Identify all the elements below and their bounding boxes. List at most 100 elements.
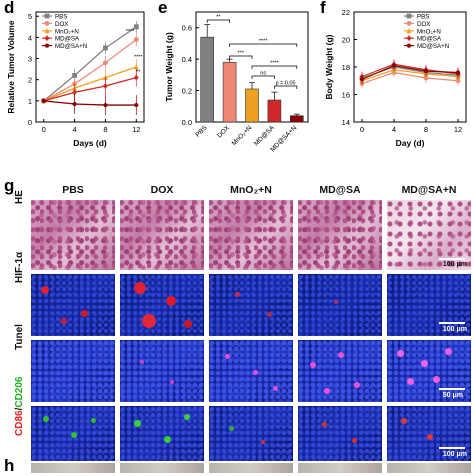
column-header-pbs: PBS — [62, 184, 84, 196]
hif-image-mdsa — [297, 273, 383, 337]
tunel-signal-spot — [253, 370, 258, 375]
tunel-signal-spot — [225, 354, 230, 359]
data-point — [455, 70, 461, 75]
significance-label: *** — [238, 51, 245, 57]
cd206-signal-spot — [43, 416, 49, 422]
x-tick-label: DOX — [216, 124, 231, 139]
tunel-image-mno2n — [208, 339, 294, 403]
significance-label: ** — [136, 69, 141, 75]
data-point — [406, 27, 412, 34]
hif-signal-spot — [267, 312, 272, 317]
x-tick-label: 0 — [360, 125, 364, 134]
x-tick-label: 8 — [103, 125, 107, 134]
data-point — [134, 102, 139, 108]
data-point — [133, 74, 139, 81]
x-tick-label: 12 — [132, 125, 140, 134]
data-point — [103, 45, 108, 51]
hif-image-dox — [119, 273, 205, 337]
data-point — [103, 60, 108, 66]
series-line — [43, 66, 137, 102]
body-weight-chart: 14 16 18 20 22 0 4 8 12 Day (d) Body Weight (g) PBS… — [324, 8, 467, 148]
x-tick-label: MnO₂+N — [231, 124, 254, 147]
legend-label: MD@SA — [417, 36, 442, 43]
bar — [290, 115, 304, 123]
y-tick-label: 22 — [342, 8, 350, 17]
y-tick-label: 2 — [28, 76, 32, 85]
data-point — [406, 13, 412, 19]
he-scale-text: 100 μm — [442, 261, 467, 268]
ihc-image-pbs — [30, 462, 116, 474]
data-point — [44, 35, 50, 42]
x-axis-label: Days (d) — [73, 138, 107, 148]
y-tick-label: 0.2 — [182, 87, 192, 96]
significance-bracket — [229, 43, 298, 47]
tumor-weight-chart: 0.0 0.2 0.4 0.6 Tumor Weight (g) PBS DOX MnO₂+N… — [164, 11, 309, 153]
data-point — [406, 21, 412, 26]
bar — [245, 88, 259, 123]
series-line — [43, 26, 137, 102]
data-point — [44, 43, 50, 48]
cd206-signal-spot — [229, 426, 234, 431]
x-tick-label: 0 — [42, 125, 46, 134]
panel-letter-d: d — [4, 0, 15, 17]
tunel-signal-spot — [407, 378, 414, 385]
y-tick-label: 18 — [342, 63, 350, 72]
data-point — [406, 43, 412, 48]
y-tick-label: 14 — [342, 118, 350, 127]
panel-letter-e: e — [158, 0, 168, 17]
row-label-tunel: Tunel — [14, 324, 25, 350]
panel-letter-g: g — [4, 176, 15, 195]
y-tick-label: 16 — [342, 91, 350, 100]
tunel-signal-spot — [433, 376, 440, 383]
data-point — [406, 35, 412, 42]
tunel-signal-spot — [397, 350, 404, 357]
series-line — [43, 76, 137, 102]
tunel-signal-spot — [324, 388, 330, 394]
tunel-signal-spot — [338, 352, 344, 358]
significance-bracket — [206, 19, 230, 23]
hif-signal-spot — [184, 320, 192, 328]
cd86-signal-spot — [261, 440, 265, 444]
data-point — [133, 24, 139, 30]
hif-signal-spot — [61, 318, 67, 324]
cd-image-mdsan: 100 μm — [386, 405, 472, 462]
y-tick-label: 0.0 — [182, 118, 192, 127]
y-axis-label: Tumor Weight (g) — [164, 32, 174, 102]
cd86-signal-spot — [401, 418, 407, 424]
he-image-pbs — [30, 199, 116, 271]
hif-signal-spot — [41, 286, 49, 294]
legend-label: PBS — [55, 14, 67, 21]
he-image-dox — [119, 199, 205, 271]
y-tick-label: 0 — [28, 118, 32, 127]
column-header-mno2n: MnO₂+N — [230, 184, 272, 196]
legend-label: MnO₂+N — [55, 28, 79, 35]
ihc-image-mdsan — [386, 462, 472, 474]
data-point — [44, 21, 50, 26]
hif-image-mdsan: 100 μm — [386, 273, 472, 337]
hif-signal-spot — [334, 300, 338, 304]
data-point — [44, 13, 50, 19]
hif-signal-spot — [166, 296, 176, 306]
hif-image-pbs — [30, 273, 116, 337]
hif-signal-spot — [235, 292, 240, 297]
y-tick-label: 0.4 — [182, 55, 192, 64]
y-tick-label: 0.6 — [182, 24, 192, 33]
he-scale-bar — [439, 258, 465, 260]
legend-label: DOX — [417, 21, 430, 28]
tunel-signal-spot — [140, 360, 144, 364]
x-tick-label: 4 — [72, 125, 76, 134]
y-axis-label: Body Weight (g) — [324, 34, 334, 99]
series-line — [361, 69, 459, 82]
cd-scale-bar — [439, 447, 465, 449]
cd86-signal-spot — [322, 422, 327, 427]
data-point — [72, 101, 77, 107]
y-tick-label: 3 — [28, 55, 32, 64]
y-tick-label: 4 — [28, 33, 32, 42]
bar — [222, 61, 237, 123]
data-point — [133, 64, 139, 70]
cd-image-mdsa — [297, 405, 383, 462]
data-point — [423, 69, 429, 74]
data-point — [133, 37, 139, 42]
slash-label: / — [14, 407, 25, 411]
